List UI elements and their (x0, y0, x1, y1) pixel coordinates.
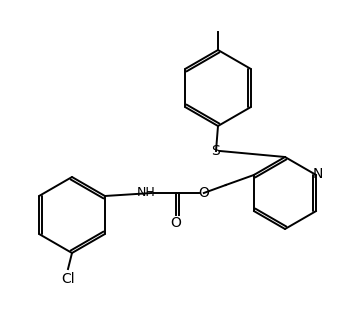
Text: Cl: Cl (61, 272, 75, 286)
Text: O: O (198, 186, 209, 200)
Text: N: N (313, 167, 323, 181)
Text: NH: NH (136, 187, 155, 199)
Text: S: S (211, 144, 220, 158)
Text: O: O (170, 216, 181, 230)
